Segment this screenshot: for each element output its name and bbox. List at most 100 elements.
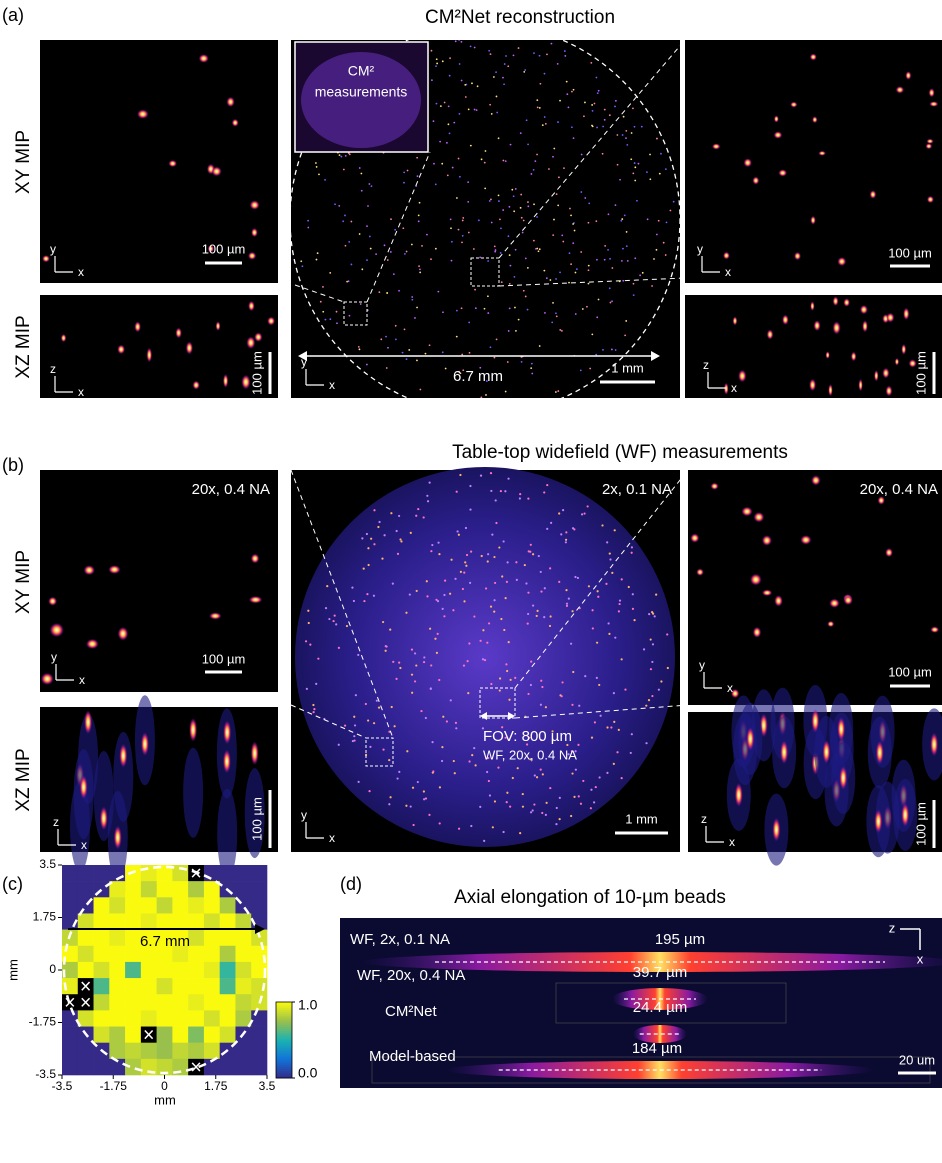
bead <box>521 361 523 363</box>
bead <box>515 330 517 332</box>
bead <box>495 249 497 251</box>
x-tick-label: -3.5 <box>52 1079 73 1093</box>
bead <box>583 512 585 514</box>
bead <box>696 568 703 575</box>
bead <box>505 55 507 57</box>
bead <box>581 513 583 515</box>
bead <box>480 396 482 398</box>
bead <box>778 169 787 176</box>
axis-letter: x <box>917 951 924 966</box>
bead <box>665 168 667 170</box>
bead <box>602 126 604 128</box>
bead <box>458 158 460 160</box>
heat-cell <box>235 994 251 1010</box>
bead <box>325 607 327 609</box>
bead <box>624 688 626 690</box>
bead <box>530 684 532 686</box>
bead <box>353 600 355 602</box>
bead <box>433 163 435 165</box>
bead <box>486 642 488 644</box>
bead <box>437 600 439 602</box>
bead <box>608 213 610 215</box>
bead <box>137 109 149 118</box>
bead <box>527 613 529 615</box>
bead <box>495 499 497 501</box>
bead <box>580 803 582 805</box>
bead <box>414 652 416 654</box>
bead <box>117 345 125 354</box>
bead <box>870 190 877 199</box>
bead <box>84 710 92 734</box>
bead <box>451 241 453 243</box>
bead <box>575 769 577 771</box>
bead <box>532 604 534 606</box>
bead <box>750 574 762 586</box>
bead <box>563 167 565 169</box>
heat-cell <box>141 881 157 897</box>
bead <box>557 121 559 123</box>
bead <box>903 308 909 320</box>
bead <box>402 352 404 354</box>
axis-letter: x <box>78 265 84 279</box>
bead <box>570 643 572 645</box>
bead <box>896 86 904 93</box>
bead <box>325 319 327 321</box>
length-label: 184 µm <box>632 1040 682 1057</box>
heat-cell <box>251 1010 267 1026</box>
bead <box>487 312 489 314</box>
bead <box>404 253 406 255</box>
bead <box>373 722 375 724</box>
bead <box>626 231 628 233</box>
heat-cell <box>235 913 251 929</box>
bead <box>621 260 623 262</box>
bead <box>358 781 360 783</box>
bead <box>810 301 814 311</box>
y-tick-label: 0 <box>49 962 56 976</box>
bead <box>405 612 407 614</box>
heat-cell <box>141 978 157 994</box>
bead <box>544 116 546 118</box>
bead <box>453 122 455 124</box>
bead <box>522 232 524 234</box>
bead <box>654 615 656 617</box>
bead <box>429 482 431 484</box>
bead <box>114 825 122 849</box>
bead <box>559 271 561 273</box>
bead <box>462 235 464 237</box>
heat-cell <box>172 962 188 978</box>
bead <box>527 201 529 203</box>
axis-letter: y <box>51 650 57 664</box>
bead <box>360 303 362 305</box>
bead <box>556 315 558 317</box>
heat-cell <box>62 1043 78 1059</box>
bead <box>596 642 598 644</box>
bead <box>604 109 606 111</box>
heat-cell <box>188 978 204 994</box>
bead <box>690 533 699 542</box>
bead <box>499 677 501 679</box>
bead <box>886 313 894 323</box>
bead <box>724 383 729 395</box>
bead <box>267 317 275 326</box>
bead <box>390 218 392 220</box>
bead <box>513 54 515 56</box>
panel-label: (c) <box>2 874 23 894</box>
bead <box>509 254 511 256</box>
heat-cell <box>125 994 141 1010</box>
bead <box>378 521 380 523</box>
bead <box>345 245 347 247</box>
row-label: WF, 20x, 0.4 NA <box>357 967 465 984</box>
bead <box>470 45 472 47</box>
bead <box>485 394 487 396</box>
heat-cell <box>62 881 78 897</box>
bead <box>496 112 498 114</box>
bead <box>396 777 398 779</box>
bead <box>248 252 256 260</box>
bead <box>572 242 574 244</box>
bead <box>746 727 754 751</box>
bead <box>575 272 577 274</box>
bead <box>458 39 460 41</box>
bead <box>479 257 481 259</box>
bead <box>84 565 95 575</box>
bead <box>366 593 368 595</box>
